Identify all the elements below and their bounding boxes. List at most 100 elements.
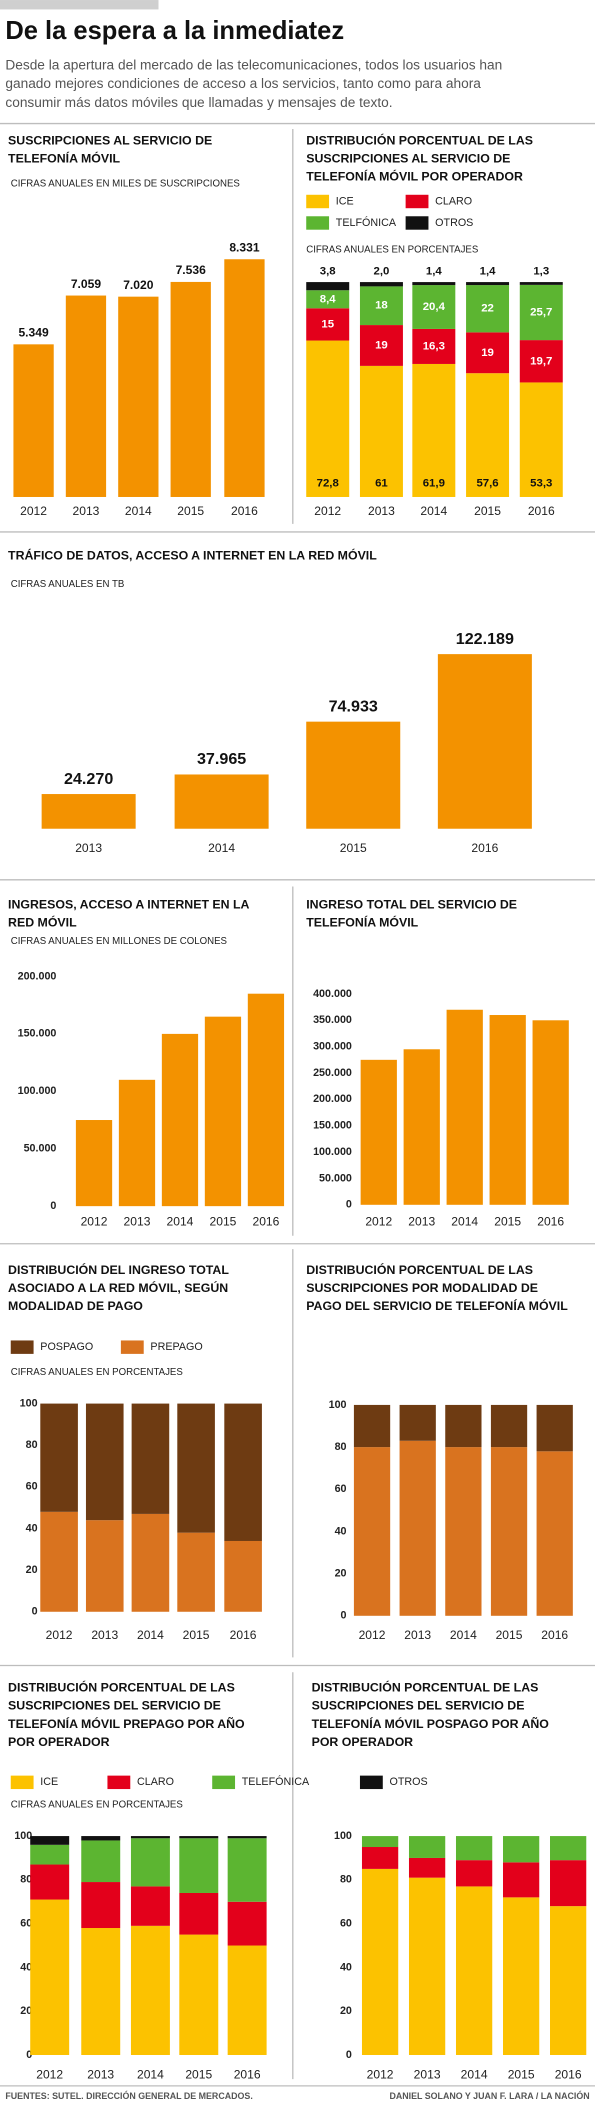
y-tick-label: 60	[20, 1917, 32, 1929]
x-tick-label: 2013	[73, 504, 100, 518]
bar	[41, 794, 136, 829]
bar-segment	[30, 1844, 70, 1865]
legend-label: ICE	[336, 195, 354, 207]
bar	[65, 295, 107, 497]
x-tick-label: 2016	[231, 504, 258, 518]
bar-segment	[353, 1404, 391, 1448]
bar-segment	[466, 373, 510, 497]
x-tick-label: 2014	[450, 1628, 477, 1642]
bar-segment	[81, 1882, 121, 1929]
y-tick-label: 40	[335, 1525, 347, 1537]
legend-label: OTROS	[435, 217, 473, 229]
bar-segment	[466, 282, 510, 286]
bar-segment	[81, 1840, 121, 1883]
x-tick-label: 2012	[36, 2067, 63, 2081]
legend-label: TELEFÓNICA	[242, 1775, 310, 1788]
bar-segment	[130, 1838, 170, 1887]
x-tick-label: 2013	[75, 841, 102, 855]
value-label: 61	[375, 478, 388, 490]
bar-segment	[179, 1934, 219, 2055]
chart-title: TELEFONÍA MÓVIL PREPAGO POR AÑO	[8, 1716, 245, 1731]
bar-segment	[81, 1836, 121, 1841]
x-tick-label: 2013	[414, 2067, 441, 2081]
x-tick-label: 2014	[137, 2067, 164, 2081]
bar	[489, 1015, 526, 1205]
bar-segment	[408, 1877, 446, 2055]
bar-segment	[361, 1868, 399, 2055]
x-tick-label: 2015	[340, 841, 367, 855]
chart-title: DISTRIBUCIÓN PORCENTUAL DE LAS	[306, 132, 533, 147]
value-label: 24.270	[64, 770, 113, 788]
chart-subtitle: CIFRAS ANUALES EN PORCENTAJES	[11, 1800, 183, 1811]
main-title: De la espera a la inmediatez	[5, 17, 344, 45]
bar-segment	[85, 1520, 124, 1612]
x-tick-label: 2013	[368, 504, 395, 518]
x-tick-label: 2012	[367, 2067, 394, 2081]
bar-segment	[455, 1836, 493, 1861]
bar-segment	[445, 1447, 482, 1616]
bar-segment	[306, 282, 350, 291]
x-tick-label: 2016	[541, 1628, 568, 1642]
x-tick-label: 2016	[230, 1628, 257, 1642]
intro-line: consumir más datos móviles que llamadas …	[5, 95, 392, 110]
bar-segment	[30, 1899, 70, 2055]
value-label: 8.331	[229, 241, 260, 255]
chart-title: SUSCRIPCIONES AL SERVICIO DE	[8, 133, 212, 147]
x-tick-label: 2012	[81, 1214, 108, 1228]
x-tick-label: 2015	[185, 2067, 212, 2081]
legend-label: POSPAGO	[40, 1341, 93, 1353]
bar	[437, 654, 532, 829]
x-tick-label: 2012	[359, 1628, 386, 1642]
bar-segment	[490, 1447, 528, 1616]
y-tick-label: 40	[20, 1961, 32, 1973]
x-tick-label: 2014	[420, 504, 447, 518]
legend-swatch	[10, 1340, 34, 1354]
x-tick-label: 2014	[137, 1628, 164, 1642]
chart-title: DISTRIBUCIÓN PORCENTUAL DE LAS	[8, 1680, 235, 1695]
sources: FUENTES: SUTEL. DIRECCIÓN GENERAL DE MER…	[5, 2090, 252, 2101]
x-tick-label: 2014	[451, 1214, 478, 1228]
legend-swatch	[212, 1775, 236, 1790]
y-tick-label: 40	[340, 1961, 352, 1973]
legend-swatch	[405, 216, 429, 230]
bar-segment	[359, 365, 403, 497]
bar-segment	[408, 1857, 446, 1878]
legend-label: OTROS	[390, 1776, 428, 1788]
chart-title: TELEFONÍA MÓVIL POSPAGO POR AÑO	[312, 1716, 550, 1731]
bar	[204, 1016, 242, 1207]
bar-segment	[519, 382, 563, 497]
y-tick-label: 20	[26, 1564, 38, 1576]
chart-title: MODALIDAD DE PAGO	[8, 1299, 143, 1313]
y-tick-label: 60	[335, 1483, 347, 1495]
x-tick-label: 2015	[474, 504, 501, 518]
x-tick-label: 2013	[87, 2067, 114, 2081]
chart-title: POR OPERADOR	[312, 1735, 414, 1749]
chart-title: DISTRIBUCIÓN PORCENTUAL DE LAS	[306, 1262, 533, 1277]
y-tick-label: 80	[340, 1874, 352, 1886]
value-label: 18	[375, 300, 388, 312]
bar-segment	[550, 1906, 587, 2055]
y-tick-label: 0	[50, 1200, 56, 1212]
bar-segment	[359, 282, 403, 287]
legend-label: ICE	[40, 1776, 58, 1788]
intro-line: Desde la apertura del mercado de las tel…	[5, 57, 502, 72]
bar-segment	[361, 1836, 399, 1848]
x-tick-label: 2014	[167, 1214, 194, 1228]
value-label: 61,9	[423, 478, 445, 490]
y-tick-label: 100	[329, 1399, 347, 1411]
bar	[161, 1033, 199, 1207]
chart-title: TELEFONÍA MÓVIL	[8, 150, 120, 165]
y-tick-label: 20	[340, 2005, 352, 2017]
legend-label: TELFÓNICA	[336, 216, 397, 229]
chart-title: SUSCRIPCIONES POR MODALIDAD DE	[306, 1281, 538, 1295]
bar	[13, 344, 54, 497]
bar-segment	[227, 1945, 267, 2055]
y-tick-label: 100	[20, 1397, 38, 1409]
bar-segment	[455, 1886, 493, 2055]
value-label: 7.536	[176, 263, 207, 277]
legend-swatch	[120, 1340, 144, 1354]
legend-swatch	[107, 1775, 131, 1790]
y-tick-label: 150.000	[313, 1120, 352, 1132]
chart-title: TRÁFICO DE DATOS, ACCESO A INTERNET EN L…	[8, 547, 377, 562]
bar-segment	[131, 1513, 170, 1612]
